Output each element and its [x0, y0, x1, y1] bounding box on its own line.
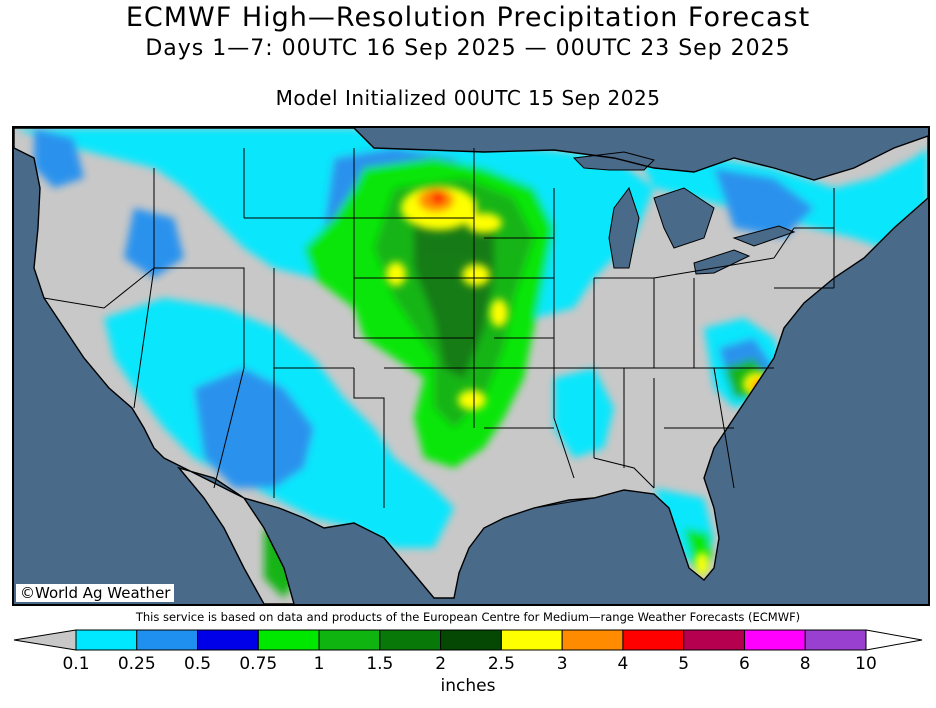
- colorbar-tick-label: 0.25: [117, 654, 156, 674]
- colorbar-cell: [500, 629, 563, 651]
- colorbar-cell: [440, 629, 502, 651]
- precip-colorbar: [13, 629, 923, 651]
- precipitation-map: ©World Ag Weather: [12, 126, 930, 606]
- colorbar-cell: [75, 629, 138, 651]
- map-title: ECMWF High—Resolution Precipitation Fore…: [125, 2, 811, 33]
- colorbar-cell: [318, 629, 381, 651]
- colorbar-tick-label: 1: [313, 654, 325, 674]
- colorbar-cell: [136, 629, 199, 651]
- colorbar-cell: [561, 629, 624, 651]
- colorbar-tick-label: 0.1: [62, 654, 90, 674]
- map-credit: ©World Ag Weather: [16, 584, 175, 602]
- colorbar-tick-label: 6: [739, 654, 750, 674]
- colorbar-under-triangle: [13, 629, 77, 651]
- colorbar-tick-label: 2: [435, 654, 447, 674]
- colorbar-over-triangle: [865, 629, 923, 651]
- model-init-time: Model Initialized 00UTC 15 Sep 2025: [275, 86, 661, 110]
- colorbar-tick-label: 5: [678, 654, 690, 674]
- ecmwf-disclaimer: This service is based on data and produc…: [135, 610, 801, 624]
- colorbar-cell: [622, 629, 685, 651]
- colorbar-tick-label: 4: [617, 654, 629, 674]
- colorbar-cell: [683, 629, 745, 651]
- colorbar-tick-label: 1.5: [366, 654, 394, 674]
- colorbar-units: inches: [440, 676, 496, 696]
- colorbar-cell: [197, 629, 259, 651]
- colorbar-cell: [257, 629, 320, 651]
- map-canvas: [14, 128, 928, 604]
- colorbar-cell: [379, 629, 442, 651]
- colorbar-cell: [804, 629, 867, 651]
- colorbar-tick-label: 3: [556, 654, 568, 674]
- colorbar-tick-label: 2.5: [487, 654, 515, 674]
- colorbar-tick-label: 0.75: [239, 654, 278, 674]
- forecast-period: Days 1—7: 00UTC 16 Sep 2025 — 00UTC 23 S…: [145, 36, 791, 61]
- colorbar-tick-label: 10: [855, 654, 877, 674]
- colorbar-cell: [743, 629, 806, 651]
- colorbar-tick-label: 0.5: [184, 654, 212, 674]
- colorbar-tick-label: 8: [799, 654, 811, 674]
